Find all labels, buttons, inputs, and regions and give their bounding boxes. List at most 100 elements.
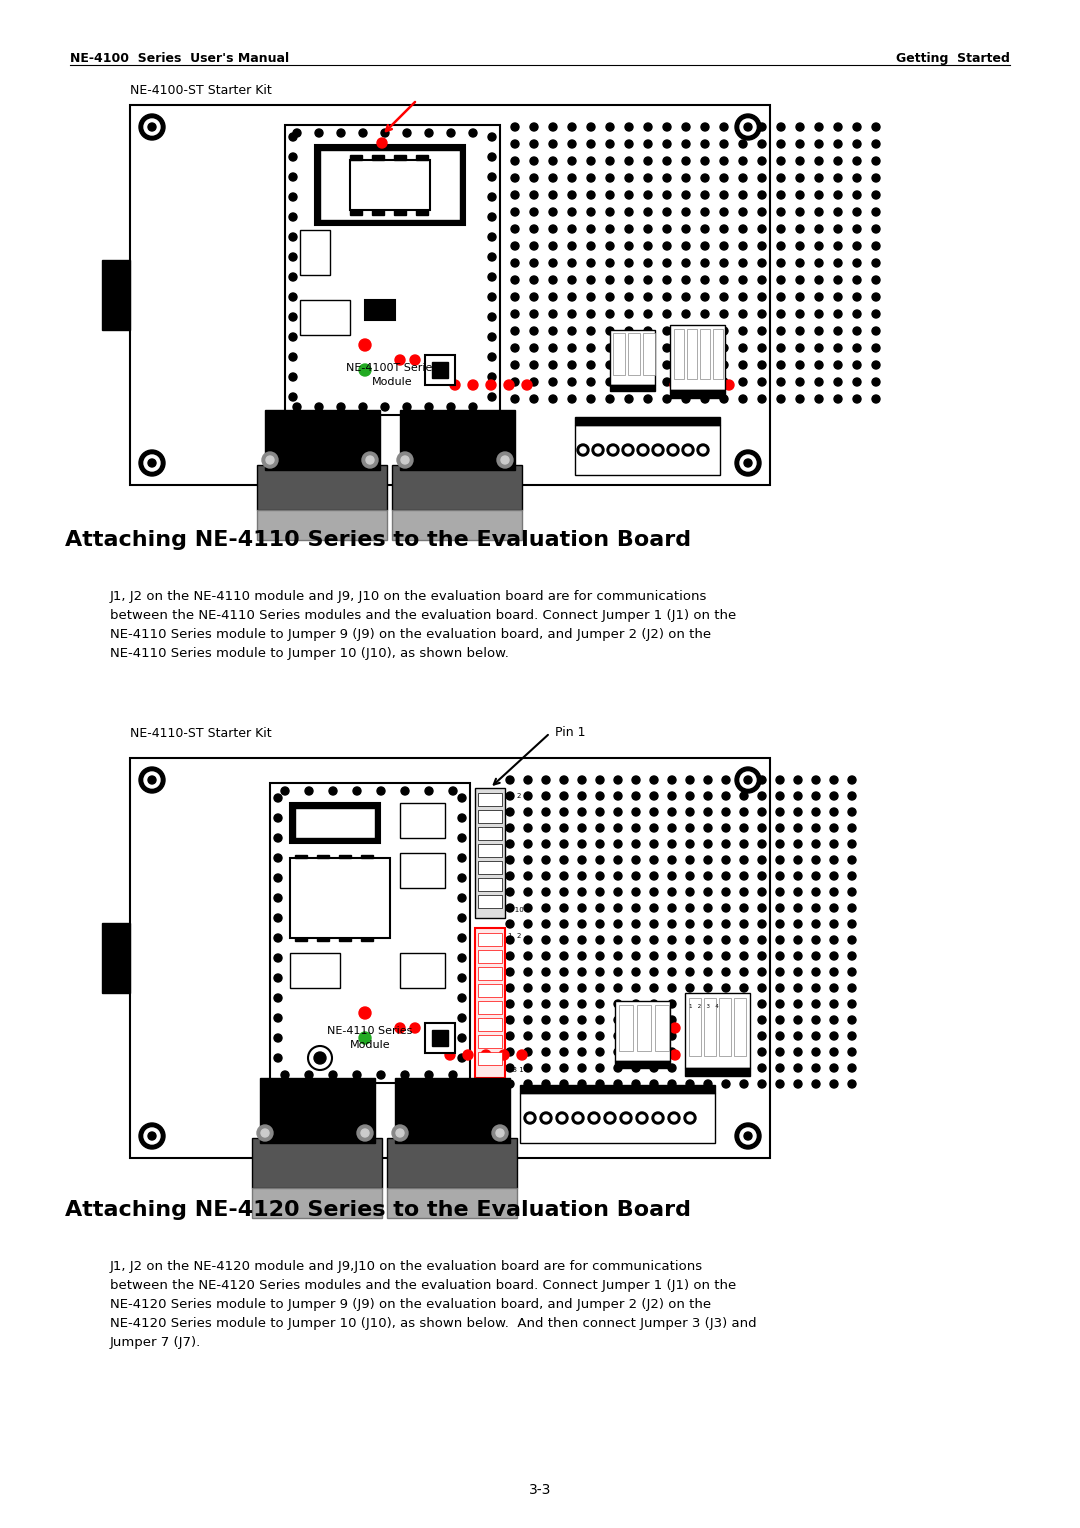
Bar	[361, 856, 373, 859]
Bar	[685, 993, 750, 1068]
Bar	[394, 154, 406, 160]
Circle shape	[397, 452, 413, 468]
Circle shape	[488, 353, 496, 361]
Circle shape	[274, 1015, 282, 1022]
Circle shape	[815, 191, 823, 199]
Circle shape	[595, 448, 600, 452]
Circle shape	[794, 920, 802, 927]
Circle shape	[720, 225, 728, 232]
Circle shape	[403, 403, 411, 411]
Circle shape	[488, 153, 496, 160]
Circle shape	[450, 380, 460, 390]
Circle shape	[606, 361, 615, 368]
Bar	[478, 1051, 502, 1065]
Circle shape	[777, 396, 785, 403]
Circle shape	[596, 792, 604, 801]
Circle shape	[530, 122, 538, 131]
Circle shape	[359, 364, 372, 376]
Circle shape	[524, 1016, 532, 1024]
Circle shape	[681, 260, 690, 267]
Circle shape	[458, 914, 465, 921]
Circle shape	[578, 920, 586, 927]
Circle shape	[794, 969, 802, 976]
Circle shape	[669, 920, 676, 927]
Circle shape	[853, 141, 861, 148]
Circle shape	[669, 1063, 676, 1073]
Circle shape	[758, 872, 766, 880]
Bar	[350, 154, 362, 160]
Circle shape	[644, 174, 652, 182]
Circle shape	[549, 157, 557, 165]
Circle shape	[561, 792, 568, 801]
Bar	[670, 390, 725, 397]
Circle shape	[654, 1115, 661, 1122]
Circle shape	[650, 984, 658, 992]
Circle shape	[625, 327, 633, 335]
Circle shape	[723, 808, 730, 816]
Circle shape	[257, 1125, 273, 1141]
Circle shape	[739, 157, 747, 165]
Circle shape	[578, 905, 586, 912]
Circle shape	[615, 1031, 622, 1041]
Circle shape	[381, 128, 389, 138]
Circle shape	[507, 1031, 514, 1041]
Circle shape	[293, 403, 301, 411]
Circle shape	[568, 344, 576, 351]
Circle shape	[670, 1024, 680, 1033]
Circle shape	[669, 808, 676, 816]
Circle shape	[139, 767, 165, 793]
Circle shape	[615, 920, 622, 927]
Circle shape	[588, 1112, 600, 1125]
Circle shape	[812, 1016, 820, 1024]
Circle shape	[686, 905, 694, 912]
Circle shape	[758, 952, 766, 960]
Circle shape	[315, 128, 323, 138]
Circle shape	[578, 840, 586, 848]
Circle shape	[606, 225, 615, 232]
Circle shape	[289, 193, 297, 202]
Circle shape	[812, 888, 820, 895]
Circle shape	[650, 969, 658, 976]
Circle shape	[315, 403, 323, 411]
Circle shape	[681, 241, 690, 251]
Circle shape	[542, 808, 550, 816]
Circle shape	[815, 174, 823, 182]
Bar	[689, 998, 701, 1056]
Circle shape	[681, 208, 690, 215]
Circle shape	[580, 448, 586, 452]
Circle shape	[739, 122, 747, 131]
Circle shape	[578, 872, 586, 880]
Circle shape	[281, 1071, 289, 1079]
Circle shape	[663, 260, 671, 267]
Circle shape	[507, 808, 514, 816]
Circle shape	[872, 377, 880, 387]
Circle shape	[853, 396, 861, 403]
Circle shape	[561, 969, 568, 976]
Circle shape	[650, 937, 658, 944]
Text: NE-4100T Series
Module: NE-4100T Series Module	[347, 364, 438, 387]
Circle shape	[366, 455, 374, 465]
Circle shape	[704, 824, 712, 833]
Circle shape	[524, 856, 532, 863]
Circle shape	[610, 448, 616, 452]
Circle shape	[872, 208, 880, 215]
Circle shape	[777, 310, 785, 318]
Circle shape	[289, 274, 297, 281]
Circle shape	[796, 344, 804, 351]
Bar	[734, 998, 746, 1056]
Circle shape	[650, 952, 658, 960]
Circle shape	[549, 310, 557, 318]
Bar	[102, 923, 130, 993]
Circle shape	[596, 1048, 604, 1056]
Bar	[400, 853, 445, 888]
Circle shape	[274, 795, 282, 802]
Circle shape	[831, 888, 838, 895]
Circle shape	[848, 1016, 856, 1024]
Circle shape	[739, 141, 747, 148]
Circle shape	[669, 776, 676, 784]
Circle shape	[701, 141, 708, 148]
Circle shape	[568, 122, 576, 131]
Circle shape	[739, 361, 747, 368]
Circle shape	[148, 458, 156, 468]
Circle shape	[815, 141, 823, 148]
